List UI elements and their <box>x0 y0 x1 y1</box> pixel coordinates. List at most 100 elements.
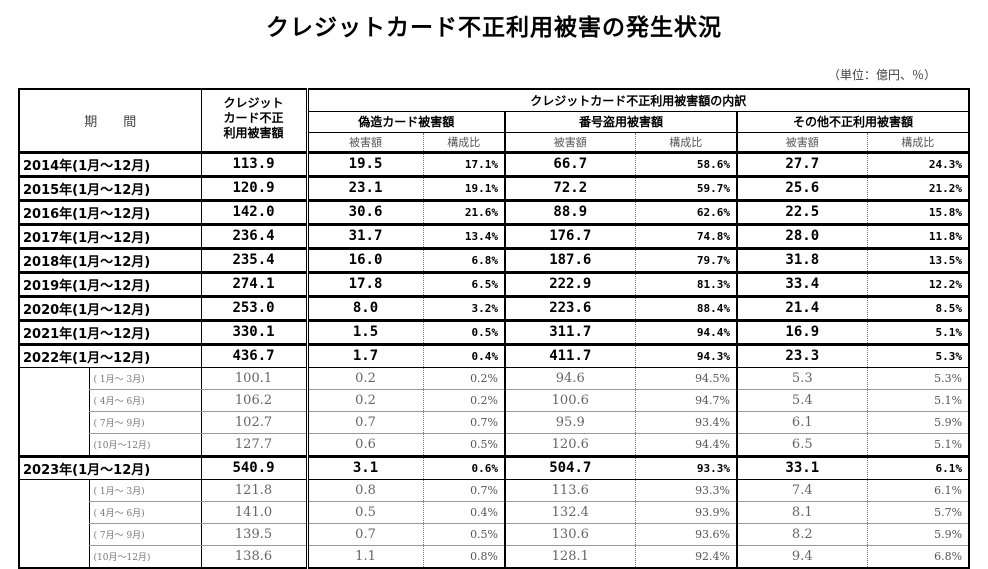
forged-amount-cell: 23.1 <box>305 174 424 201</box>
total-cell: 540.9 <box>201 454 308 480</box>
forged-ratio-cell: 0.4% <box>422 500 506 524</box>
period-cell: ( 7月～ 9月) <box>88 410 202 434</box>
forged-ratio-cell: 0.5% <box>422 522 506 546</box>
quarter-row: ( 1月～ 3月) 100.1 0.2 0.2% 94.6 94.5% 5.3 5.3% <box>19 366 970 390</box>
forged-ratio-cell: 0.8% <box>422 544 506 568</box>
indent-cell <box>19 367 89 389</box>
other-ratio-cell: 5.3% <box>866 342 970 368</box>
year-row: 2020年(1月～12月) 253.0 8.0 3.2% 223.6 88.4% 21.4 8… <box>19 294 970 321</box>
forged-amount-cell: 3.1 <box>305 454 424 480</box>
other-ratio-header: 構成比 <box>866 132 970 154</box>
quarter-row: ( 7月～ 9月) 139.5 0.7 0.5% 130.6 93.6% 8.2 5.9% <box>19 522 970 546</box>
total-cell: 100.1 <box>201 366 308 390</box>
total-cell: 121.8 <box>201 478 308 502</box>
stolen-amount-header: 被害額 <box>504 132 636 154</box>
other-header: その他不正利用被害額 <box>736 111 970 133</box>
total-cell: 139.5 <box>201 522 308 546</box>
stolen-ratio-cell: 94.4% <box>634 432 738 457</box>
other-amount-cell: 6.5 <box>736 432 868 457</box>
stolen-amount-cell: 66.7 <box>504 150 636 177</box>
other-ratio-cell: 24.3% <box>866 150 970 177</box>
period-cell: 2020年(1月～12月) <box>19 294 202 321</box>
total-cell: 102.7 <box>201 410 308 434</box>
stolen-amount-cell: 94.6 <box>504 366 636 390</box>
year-row: 2021年(1月～12月) 330.1 1.5 0.5% 311.7 94.4% 16.9 5… <box>19 318 970 345</box>
stolen-ratio-cell: 59.7% <box>634 174 738 201</box>
stolen-ratio-cell: 58.6% <box>634 150 738 177</box>
year-row: 2017年(1月～12月) 236.4 31.7 13.4% 176.7 74.8% 28.… <box>19 222 970 249</box>
forged-amount-cell: 19.5 <box>305 150 424 177</box>
forged-ratio-cell: 19.1% <box>422 174 506 201</box>
forged-ratio-cell: 17.1% <box>422 150 506 177</box>
other-ratio-cell: 6.8% <box>866 544 970 568</box>
fraud-table-body: 2014年(1月～12月) 113.9 19.5 17.1% 66.7 58.6% 27.7… <box>19 150 970 568</box>
total-cell: 120.9 <box>201 174 308 201</box>
other-amount-cell: 22.5 <box>736 198 868 225</box>
total-cell: 236.4 <box>201 222 308 249</box>
stolen-amount-cell: 132.4 <box>504 500 636 524</box>
forged-ratio-cell: 6.8% <box>422 246 506 273</box>
period-cell: 2014年(1月～12月) <box>19 150 202 177</box>
other-amount-cell: 5.3 <box>736 366 868 390</box>
other-ratio-cell: 5.1% <box>866 318 970 345</box>
quarter-row: ( 4月～ 6月) 141.0 0.5 0.4% 132.4 93.9% 8.1 5.7% <box>19 500 970 524</box>
forged-ratio-cell: 6.5% <box>422 270 506 297</box>
stolen-amount-cell: 72.2 <box>504 174 636 201</box>
other-ratio-cell: 5.1% <box>866 432 970 457</box>
forged-header: 偽造カード被害額 <box>305 111 506 133</box>
stolen-amount-cell: 223.6 <box>504 294 636 321</box>
forged-ratio-cell: 0.6% <box>422 454 506 480</box>
stolen-header: 番号盗用被害額 <box>504 111 738 133</box>
quarter-row: ( 1月～ 3月) 121.8 0.8 0.7% 113.6 93.3% 7.4 6.1% <box>19 478 970 502</box>
stolen-ratio-cell: 92.4% <box>634 544 738 568</box>
period-cell: ( 7月～ 9月) <box>88 522 202 546</box>
total-cell: 142.0 <box>201 198 308 225</box>
period-cell: ( 4月～ 6月) <box>88 388 202 412</box>
forged-ratio-cell: 0.5% <box>422 318 506 345</box>
other-amount-cell: 21.4 <box>736 294 868 321</box>
stolen-amount-cell: 100.6 <box>504 388 636 412</box>
other-ratio-cell: 5.7% <box>866 500 970 524</box>
other-ratio-cell: 11.8% <box>866 222 970 249</box>
year-row: 2019年(1月～12月) 274.1 17.8 6.5% 222.9 81.3% 33.4… <box>19 270 970 297</box>
breakdown-header: クレジットカード不正利用被害額の内訳 <box>305 89 970 112</box>
forged-ratio-header: 構成比 <box>422 132 506 154</box>
indent-cell <box>19 479 89 501</box>
other-ratio-cell: 21.2% <box>866 174 970 201</box>
other-amount-cell: 33.4 <box>736 270 868 297</box>
other-amount-cell: 5.4 <box>736 388 868 412</box>
forged-ratio-cell: 21.6% <box>422 198 506 225</box>
other-amount-cell: 8.2 <box>736 522 868 546</box>
period-cell: 2019年(1月～12月) <box>19 270 202 297</box>
forged-ratio-cell: 0.7% <box>422 410 506 434</box>
stolen-ratio-cell: 93.3% <box>634 454 738 480</box>
other-ratio-cell: 15.8% <box>866 198 970 225</box>
forged-amount-cell: 8.0 <box>305 294 424 321</box>
total-cell: 436.7 <box>201 342 308 368</box>
quarter-row: (10月～12月) 127.7 0.6 0.5% 120.6 94.4% 6.5 5.1% <box>19 432 970 457</box>
other-amount-cell: 9.4 <box>736 544 868 568</box>
other-amount-cell: 23.3 <box>736 342 868 368</box>
stolen-ratio-cell: 79.7% <box>634 246 738 273</box>
stolen-ratio-cell: 93.6% <box>634 522 738 546</box>
indent-cell <box>19 501 89 523</box>
year-row: 2022年(1月～12月) 436.7 1.7 0.4% 411.7 94.3% 23.3 5… <box>19 342 970 368</box>
total-cell: 106.2 <box>201 388 308 412</box>
forged-amount-cell: 0.7 <box>305 522 424 546</box>
other-amount-cell: 8.1 <box>736 500 868 524</box>
period-cell: 2021年(1月～12月) <box>19 318 202 345</box>
other-ratio-cell: 6.1% <box>866 454 970 480</box>
year-row: 2023年(1月～12月) 540.9 3.1 0.6% 504.7 93.3% 33.1 6… <box>19 454 970 480</box>
stolen-ratio-cell: 81.3% <box>634 270 738 297</box>
other-amount-header: 被害額 <box>736 132 868 154</box>
other-ratio-cell: 12.2% <box>866 270 970 297</box>
other-amount-cell: 31.8 <box>736 246 868 273</box>
forged-ratio-cell: 3.2% <box>422 294 506 321</box>
fraud-table: 期 間 クレジット カード不正 利用被害額 クレジットカード不正利用被害額の内訳… <box>18 88 971 569</box>
forged-amount-cell: 30.6 <box>305 198 424 225</box>
fraud-table-container: 期 間 クレジット カード不正 利用被害額 クレジットカード不正利用被害額の内訳… <box>18 88 971 569</box>
forged-amount-header: 被害額 <box>305 132 424 154</box>
other-ratio-cell: 5.1% <box>866 388 970 412</box>
stolen-amount-cell: 504.7 <box>504 454 636 480</box>
stolen-amount-cell: 176.7 <box>504 222 636 249</box>
